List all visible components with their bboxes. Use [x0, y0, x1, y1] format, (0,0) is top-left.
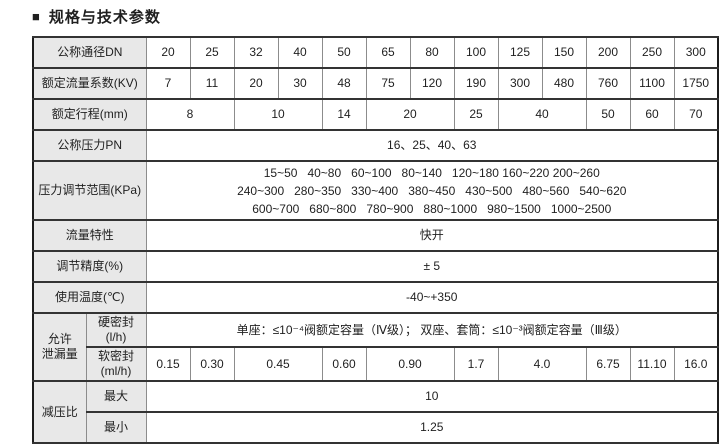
row-ratio-max: 减压比 最大 10	[32, 380, 719, 444]
soft-seal-value: 0.15	[145, 346, 191, 382]
flow-value: 快开	[145, 219, 719, 252]
ratio-group-label: 减压比	[32, 380, 87, 444]
row-nominal-diameter: 公称通径DN 20 25 32 40 50 65 80 100 125 150 …	[32, 36, 719, 69]
soft-seal-value: 16.0	[673, 346, 719, 382]
dn-value: 65	[365, 36, 411, 69]
stroke-value: 14	[321, 98, 367, 131]
row-accuracy: 调节精度(%) ± 5	[32, 250, 719, 283]
stroke-value: 8	[145, 98, 235, 131]
row-flow-coefficient: 额定流量系数(KV) 7 11 20 30 48 75 120 190 300 …	[32, 67, 719, 100]
pn-value: 16、25、40、63	[145, 129, 719, 162]
kv-value: 1100	[629, 67, 675, 100]
leakage-group-label: 允许 泄漏量	[32, 312, 87, 382]
dn-value: 32	[233, 36, 279, 69]
temperature-value: -40~+350	[145, 281, 719, 314]
soft-seal-value: 0.30	[189, 346, 235, 382]
leakage-group-label-line: 泄漏量	[41, 347, 78, 361]
stroke-value: 25	[453, 98, 499, 131]
row-flow-characteristic: 流量特性 快开	[32, 219, 719, 252]
pressure-range-value: 15~50 40~80 60~100 80~140 120~180 160~22…	[145, 160, 719, 221]
row-leakage-hard: 允许 泄漏量 硬密封(l/h) 单座：≤10⁻⁴阀额定容量（Ⅳ级）； 双座、套筒…	[32, 312, 719, 382]
kv-value: 7	[145, 67, 191, 100]
row-label-hard-seal: 硬密封(l/h)	[85, 312, 147, 348]
title-text: 规格与技术参数	[48, 9, 161, 26]
dn-value: 20	[145, 36, 191, 69]
stroke-value: 60	[629, 98, 675, 131]
soft-seal-value: 4.0	[497, 346, 587, 382]
row-label-ratio-max: 最大	[85, 380, 147, 413]
soft-seal-value: 1.7	[453, 346, 499, 382]
ratio-max-value: 10	[145, 380, 719, 413]
row-label-kv: 额定流量系数(KV)	[32, 67, 147, 100]
title-bullet-icon: ■	[32, 9, 41, 24]
dn-value: 200	[585, 36, 631, 69]
row-label-flow: 流量特性	[32, 219, 147, 252]
kv-value: 760	[585, 67, 631, 100]
pressure-range-line: 240~300 280~350 330~400 380~450 430~500 …	[237, 183, 627, 198]
dn-value: 100	[453, 36, 499, 69]
stroke-value: 70	[673, 98, 719, 131]
kv-value: 30	[277, 67, 323, 100]
leakage-group-label-line: 允许	[47, 332, 72, 346]
hard-seal-value: 单座：≤10⁻⁴阀额定容量（Ⅳ级）； 双座、套筒：≤10⁻³阀额定容量（Ⅲ级）	[145, 312, 719, 348]
dn-value: 50	[321, 36, 367, 69]
stroke-value: 10	[233, 98, 323, 131]
pressure-range-line: 15~50 40~80 60~100 80~140 120~180 160~22…	[263, 165, 600, 180]
page-title: ■ 规格与技术参数	[32, 6, 718, 27]
dn-value: 80	[409, 36, 455, 69]
row-label-stroke: 额定行程(mm)	[32, 98, 147, 131]
kv-value: 20	[233, 67, 279, 100]
row-label-dn: 公称通径DN	[32, 36, 147, 69]
row-rated-stroke: 额定行程(mm) 8 10 14 20 25 40 50 60 70	[32, 98, 719, 131]
soft-seal-value: 0.45	[233, 346, 323, 382]
row-pressure-range: 压力调节范围(KPa) 15~50 40~80 60~100 80~140 12…	[32, 160, 719, 221]
stroke-value: 40	[497, 98, 587, 131]
soft-seal-value: 6.75	[585, 346, 631, 382]
kv-value: 300	[497, 67, 543, 100]
soft-seal-value: 0.90	[365, 346, 455, 382]
kv-value: 190	[453, 67, 499, 100]
dn-value: 300	[673, 36, 719, 69]
row-label-pn: 公称压力PN	[32, 129, 147, 162]
kv-value: 11	[189, 67, 235, 100]
kv-value: 48	[321, 67, 367, 100]
dn-value: 250	[629, 36, 675, 69]
soft-seal-value: 0.60	[321, 346, 367, 382]
page: ■ 规格与技术参数 公称通径DN 20 25 32 40 50 65 80 100…	[32, 6, 719, 444]
soft-seal-value: 11.10	[629, 346, 675, 382]
dn-value: 150	[541, 36, 587, 69]
kv-value: 1750	[673, 67, 719, 100]
row-label-temperature: 使用温度(℃)	[32, 281, 147, 314]
row-nominal-pressure: 公称压力PN 16、25、40、63	[32, 129, 719, 162]
row-label-soft-seal: 软密封(ml/h)	[85, 346, 147, 382]
dn-value: 125	[497, 36, 543, 69]
row-label-accuracy: 调节精度(%)	[32, 250, 147, 283]
dn-value: 40	[277, 36, 323, 69]
accuracy-value: ± 5	[145, 250, 719, 283]
pressure-range-line: 600~700 680~800 780~900 880~1000 980~150…	[252, 201, 612, 216]
stroke-value: 50	[585, 98, 631, 131]
kv-value: 480	[541, 67, 587, 100]
row-temperature: 使用温度(℃) -40~+350	[32, 281, 719, 314]
kv-value: 120	[409, 67, 455, 100]
dn-value: 25	[189, 36, 235, 69]
spec-table: 公称通径DN 20 25 32 40 50 65 80 100 125 150 …	[32, 36, 719, 444]
stroke-value: 20	[365, 98, 455, 131]
row-label-pressure-range: 压力调节范围(KPa)	[32, 160, 147, 221]
row-leakage-soft: 软密封(ml/h) 0.15 0.30 0.45 0.60 0.90 1.7 4…	[33, 346, 719, 382]
kv-value: 75	[365, 67, 411, 100]
